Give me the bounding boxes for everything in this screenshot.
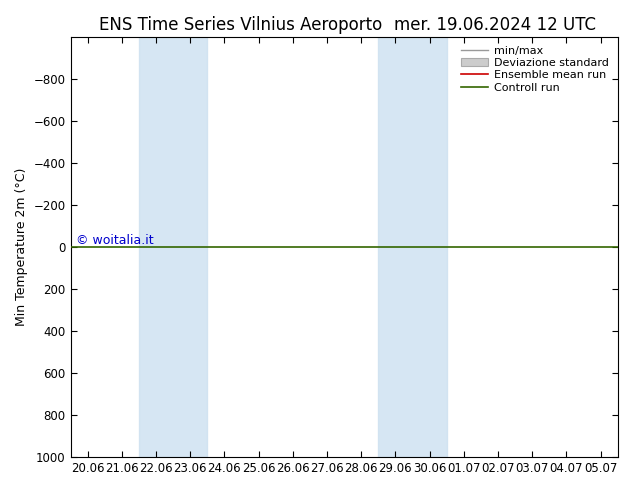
Legend: min/max, Deviazione standard, Ensemble mean run, Controll run: min/max, Deviazione standard, Ensemble m… — [457, 43, 612, 96]
Text: ENS Time Series Vilnius Aeroporto: ENS Time Series Vilnius Aeroporto — [100, 16, 382, 34]
Bar — [378, 37, 447, 457]
Text: mer. 19.06.2024 12 UTC: mer. 19.06.2024 12 UTC — [394, 16, 595, 34]
Bar — [139, 37, 207, 457]
Text: © woitalia.it: © woitalia.it — [76, 234, 153, 247]
Y-axis label: Min Temperature 2m (°C): Min Temperature 2m (°C) — [15, 168, 28, 326]
